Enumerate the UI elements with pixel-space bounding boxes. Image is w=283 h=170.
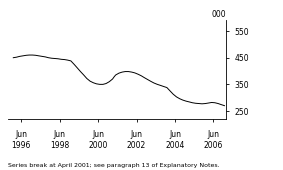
Text: Jun: Jun xyxy=(15,130,27,139)
Text: 2000: 2000 xyxy=(89,141,108,150)
Text: Jun: Jun xyxy=(54,130,66,139)
Text: 2006: 2006 xyxy=(204,141,223,150)
Text: Jun: Jun xyxy=(130,130,143,139)
Text: 1998: 1998 xyxy=(50,141,69,150)
Text: 2004: 2004 xyxy=(165,141,185,150)
Text: Jun: Jun xyxy=(169,130,181,139)
Text: Series break at April 2001; see paragraph 13 of Explanatory Notes.: Series break at April 2001; see paragrap… xyxy=(8,163,220,168)
Text: Jun: Jun xyxy=(207,130,219,139)
Text: 000: 000 xyxy=(212,10,226,19)
Text: Jun: Jun xyxy=(92,130,104,139)
Text: 1996: 1996 xyxy=(12,141,31,150)
Text: 2002: 2002 xyxy=(127,141,146,150)
